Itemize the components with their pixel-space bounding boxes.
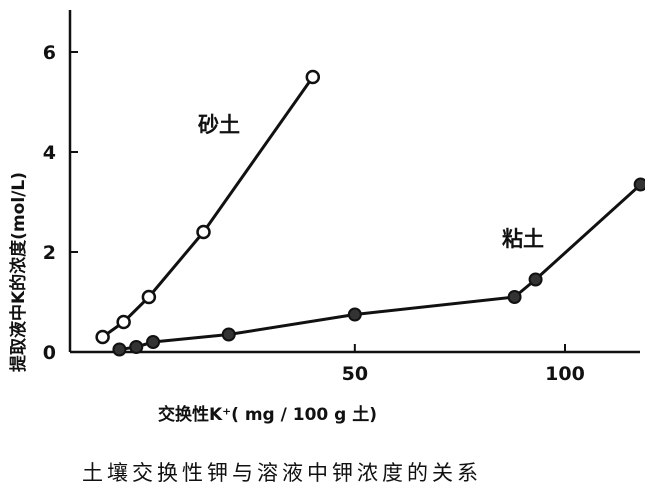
y-axis-label: 提取液中K的浓度(mol/L) (8, 172, 29, 372)
labels: 交换性K⁺( mg / 100 g 土) 提取液中K的浓度(mol/L) 砂土 … (8, 113, 544, 485)
data-point-filled (507, 290, 522, 304)
data-point-filled (347, 307, 362, 322)
y-tick-label: 6 (43, 42, 56, 64)
data-point-open (95, 329, 110, 345)
data-point-filled (221, 327, 236, 342)
y-tick-label: 2 (43, 242, 56, 264)
data-point-filled (146, 335, 161, 349)
data-point-open (141, 289, 157, 305)
data-point-filled (112, 342, 127, 357)
series-label-clay: 粘土 (502, 227, 544, 251)
data-point-filled (129, 340, 144, 354)
y-tick-label: 4 (43, 142, 56, 164)
data-point-filled (528, 272, 543, 287)
series-line-2 (119, 183, 642, 351)
series-layer (95, 69, 645, 357)
x-tick-label: 100 (545, 363, 585, 385)
y-tick-label: 0 (43, 342, 56, 364)
x-tick-label: 50 (342, 363, 368, 385)
data-point-open (116, 314, 131, 330)
x-axis-label: 交换性K⁺( mg / 100 g 土) (158, 404, 377, 425)
axes: 0 2 4 6 50 100 (43, 10, 640, 385)
figure-caption: 土壤交换性钾与溶液中钾浓度的关系 (82, 461, 482, 485)
data-point-open (305, 69, 321, 85)
data-point-filled (633, 177, 645, 192)
series-label-sand: 砂土 (198, 113, 240, 137)
data-point-open (196, 224, 211, 240)
